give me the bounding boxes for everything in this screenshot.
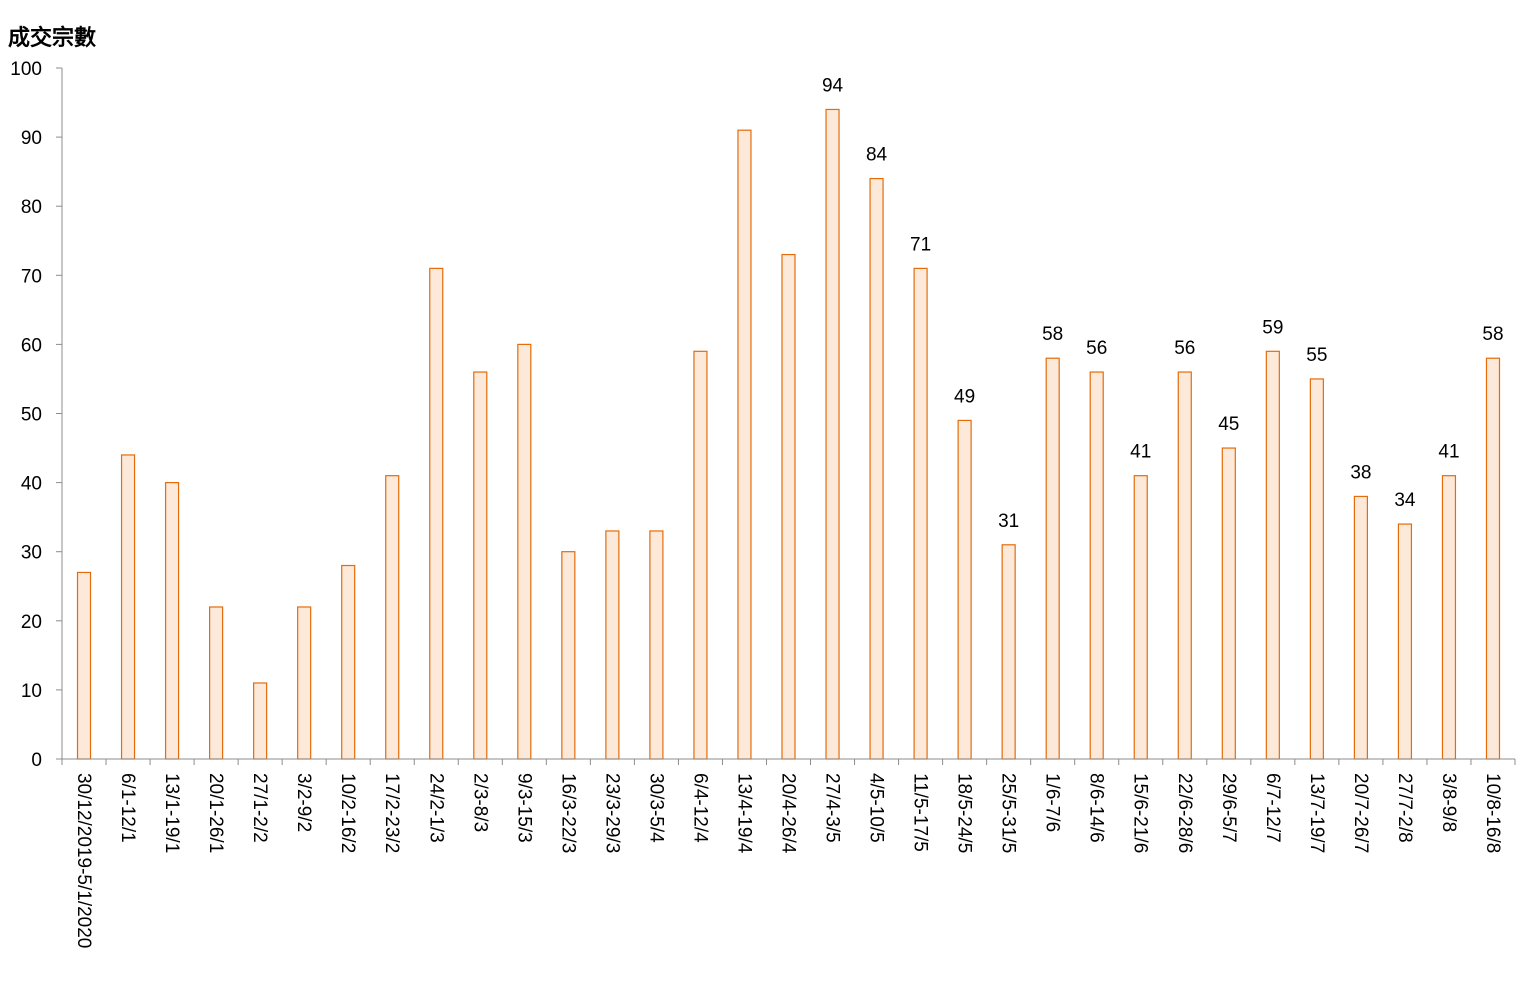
x-tick-label: 27/1-2/2 <box>249 773 270 843</box>
x-tick-label: 6/7-12/7 <box>1262 773 1283 843</box>
data-label: 59 <box>1262 317 1283 338</box>
x-tick-label: 6/4-12/4 <box>689 773 710 843</box>
bar <box>1001 544 1016 760</box>
x-tick-label: 2/3-8/3 <box>469 773 490 832</box>
x-tick-label: 15/6-21/6 <box>1130 773 1151 853</box>
data-label: 58 <box>1482 324 1503 345</box>
bar <box>1177 371 1192 760</box>
x-tick-label: 11/5-17/5 <box>910 773 931 852</box>
labels-group: 0 10 20 30 40 50 60 70 80 90 100 30/12/2019-5/1/202… <box>10 59 1503 948</box>
y-tick-label: 10 <box>21 681 42 702</box>
x-tick-label: 18/5-24/5 <box>954 773 975 853</box>
bar <box>164 482 180 760</box>
bar <box>1353 495 1368 760</box>
y-tick-label: 70 <box>21 266 42 287</box>
bar <box>869 177 884 760</box>
y-tick-label: 40 <box>21 474 42 495</box>
x-tick-label: 13/1-19/1 <box>161 773 182 853</box>
y-tick-label: 0 <box>31 750 42 771</box>
bar <box>341 564 356 760</box>
x-tick-label: 13/4-19/4 <box>733 773 754 854</box>
x-tick-label: 22/6-28/6 <box>1174 773 1195 853</box>
x-tick-label: 20/1-26/1 <box>205 773 226 853</box>
y-tick-label: 20 <box>21 612 42 633</box>
bar <box>1133 475 1148 760</box>
x-tick-label: 20/4-26/4 <box>778 773 799 854</box>
x-tick-label: 9/3-15/3 <box>513 773 534 843</box>
bar <box>1265 350 1280 760</box>
x-tick-label: 23/3-29/3 <box>601 773 622 853</box>
y-tick-label: 50 <box>21 405 42 426</box>
x-tick-label: 3/2-9/2 <box>293 773 314 832</box>
bar <box>693 350 708 760</box>
bar <box>385 475 400 760</box>
data-label: 49 <box>954 386 975 407</box>
x-tick-label: 10/2-16/2 <box>337 773 358 853</box>
bar <box>1397 523 1413 760</box>
bar <box>1485 357 1501 760</box>
x-tick-label: 24/2-1/3 <box>425 773 446 843</box>
data-label: 71 <box>910 234 931 255</box>
bar <box>605 530 620 760</box>
data-label: 58 <box>1042 324 1063 345</box>
data-label: 34 <box>1394 490 1416 511</box>
bars-group <box>76 108 1501 760</box>
axes-group <box>56 67 1516 765</box>
bar <box>1045 357 1060 760</box>
x-tick-label: 16/3-22/3 <box>557 773 578 853</box>
bar <box>957 419 972 760</box>
y-tick-label: 60 <box>21 335 42 356</box>
y-tick-label: 30 <box>21 543 42 564</box>
data-label: 55 <box>1306 345 1327 366</box>
y-tick-label: 100 <box>10 59 42 80</box>
data-label: 41 <box>1130 442 1151 463</box>
bar <box>1221 447 1236 760</box>
x-tick-label: 20/7-26/7 <box>1350 773 1371 853</box>
x-tick-label: 29/6-5/7 <box>1218 773 1239 843</box>
y-tick-label: 80 <box>21 197 42 218</box>
bar <box>561 551 576 760</box>
x-tick-label: 10/8-16/8 <box>1482 773 1503 853</box>
data-label: 94 <box>822 75 844 96</box>
data-label: 56 <box>1174 338 1195 359</box>
data-label: 56 <box>1086 338 1107 359</box>
y-axis-label: 成交宗數 <box>8 25 96 51</box>
data-label: 84 <box>866 145 888 166</box>
bar <box>429 267 444 760</box>
data-label: 45 <box>1218 414 1239 435</box>
bar <box>253 682 268 760</box>
x-tick-label: 25/5-31/5 <box>998 773 1019 853</box>
x-tick-label: 3/8-9/8 <box>1438 773 1459 832</box>
y-tick-label: 90 <box>21 128 42 149</box>
bar <box>473 371 488 760</box>
data-label: 31 <box>998 511 1019 532</box>
x-tick-label: 27/7-2/8 <box>1394 773 1415 843</box>
bar <box>297 606 312 760</box>
bar <box>517 343 532 760</box>
bar <box>737 129 752 760</box>
bar <box>1089 371 1104 760</box>
bar <box>913 267 928 760</box>
bar <box>76 571 92 760</box>
x-tick-label: 8/6-14/6 <box>1086 773 1107 843</box>
x-tick-label: 4/5-10/5 <box>866 773 887 843</box>
x-tick-label: 30/12/2019-5/1/2020 <box>73 773 94 948</box>
bar <box>1309 378 1324 760</box>
bar <box>781 253 796 760</box>
bar <box>1441 475 1457 760</box>
x-tick-label: 27/4-3/5 <box>822 773 843 843</box>
bar <box>120 454 136 760</box>
x-tick-label: 30/3-5/4 <box>645 773 666 843</box>
bar <box>649 530 664 760</box>
x-tick-label: 6/1-12/1 <box>117 773 138 843</box>
data-label: 41 <box>1438 442 1459 463</box>
x-tick-label: 1/6-7/6 <box>1042 773 1063 832</box>
x-tick-label: 17/2-23/2 <box>381 773 402 853</box>
bar <box>209 606 224 760</box>
data-label: 38 <box>1350 462 1371 483</box>
x-tick-label: 13/7-19/7 <box>1306 773 1327 853</box>
bar <box>825 108 840 760</box>
